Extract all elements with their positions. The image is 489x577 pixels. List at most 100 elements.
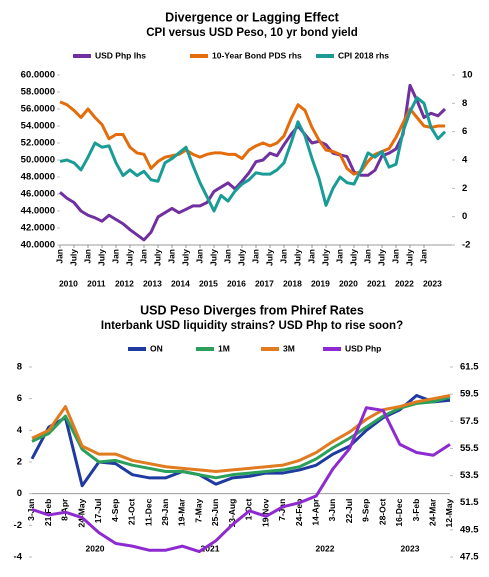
x-tick-label: Jan [166,249,176,264]
x-tick-label: July [124,249,134,266]
x-tick-label: 22-Jul [344,499,354,524]
y2-tick-label: 49.5 [460,524,479,535]
x-group-label: 2010 [59,278,78,288]
y-tick-label: 0 [17,488,22,499]
x-tick-label: July [348,249,358,266]
x-tick-label: Jan [138,249,148,264]
y-tick-label: 42.0000 [21,223,55,234]
x-tick-label: 3-Jan [26,499,36,521]
legend-label: 3M [283,343,295,353]
y-tick-label: 52.0000 [21,138,55,149]
x-tick-label: 29-Jan [160,499,170,526]
x-tick-label: July [236,249,246,266]
x-tick-label: Jan [418,249,428,264]
x-tick-label: 9-Sep [361,499,371,522]
x-group-label: 2019 [311,278,330,288]
x-tick-label: 24-Feb [294,499,304,526]
y-tick-label: 46.0000 [21,189,55,200]
legend-label: CPI 2018 rhs [338,50,389,60]
y2-tick-label: 53.5 [460,470,479,481]
x-tick-label: July [264,249,274,266]
legend-label: 1M [218,343,230,353]
x-tick-label: 3-Jun [327,499,337,522]
y2-tick-label: 55.5 [460,443,479,454]
x-group-label: 2021 [367,278,386,288]
x-tick-label: July [404,249,414,266]
x-group-label: 2020 [86,543,105,553]
x-tick-label: 1-Oct [244,499,254,521]
x-tick-label: 4-Sep [110,499,120,522]
x-tick-label: 24-Mar [428,498,438,526]
x-tick-label: 8-Apr [60,498,70,521]
x-tick-label: Jan [362,249,372,264]
series-line [31,406,451,554]
y-tick-label: 56.0000 [21,104,55,115]
x-tick-label: Jan [82,249,92,264]
x-group-label: 2013 [143,278,162,288]
x-tick-label: July [152,249,162,266]
series-line [59,83,447,242]
y2-tick-label: 2 [462,183,467,194]
chart-subtitle: Interbank USD liquidity strains? USD Php… [101,320,403,332]
series-line [59,96,447,213]
x-tick-label: Jan [278,249,288,264]
y-tick-label: 44.0000 [21,206,55,217]
y-tick-label: 2 [17,457,22,468]
x-tick-label: July [96,249,106,266]
x-group-label: 2022 [395,278,414,288]
x-group-label: 2017 [255,278,274,288]
x-tick-label: 7-Jan [277,499,287,521]
y-tick-label: -2 [14,520,22,531]
x-tick-label: 19-Nov [260,498,270,527]
y2-tick-label: 8 [462,98,467,109]
x-tick-label: Jan [54,249,64,264]
y2-tick-label: 0 [462,211,467,222]
x-tick-label: 7-May [193,498,203,522]
y2-tick-label: 10 [462,70,473,81]
x-group-label: 2014 [171,278,190,288]
legend-label: USD Php lhs [95,50,146,60]
legend-label: 10-Year Bond PDS rhs [212,50,302,60]
x-tick-label: 16-Dec [394,498,404,526]
x-tick-label: July [208,249,218,266]
x-tick-label: Jan [222,249,232,264]
y2-tick-label: 6 [462,126,467,137]
chart-title: USD Peso Diverges from Phiref Rates [140,303,364,317]
x-tick-label: 19-Mar [177,498,187,526]
chart-title: Divergence or Lagging Effect [165,10,339,24]
x-tick-label: 25-Jun [210,499,220,526]
y-tick-label: 54.0000 [21,121,55,132]
x-tick-label: Jan [110,249,120,264]
x-tick-label: Jan [334,249,344,264]
x-tick-label: 21-Feb [43,499,53,526]
x-group-label: 2023 [401,543,420,553]
x-group-label: 2015 [199,278,218,288]
x-group-label: 2021 [201,543,220,553]
x-tick-label: July [320,249,330,266]
y2-tick-label: 57.5 [460,416,479,427]
x-tick-label: Jan [250,249,260,264]
y-tick-label: 8 [17,362,22,373]
y-tick-label: -4 [14,552,23,563]
x-group-label: 2023 [423,278,442,288]
x-tick-label: Jan [194,249,204,264]
y-tick-label: 58.0000 [21,87,55,98]
x-tick-label: 21-Oct [127,499,137,526]
y-tick-label: 48.0000 [21,172,55,183]
x-group-label: 2020 [339,278,358,288]
y2-tick-label: 61.5 [460,362,479,373]
y-tick-label: 6 [17,393,22,404]
legend-label: USD Php [345,343,381,353]
x-group-label: 2016 [227,278,246,288]
y2-tick-label: 51.5 [460,497,479,508]
y2-tick-label: 4 [462,155,468,166]
y2-tick-label: 47.5 [460,552,479,563]
y-tick-label: 40.0000 [21,240,55,251]
x-tick-label: 14-Apr [310,498,320,526]
x-tick-label: Jan [306,249,316,264]
x-group-label: 2012 [115,278,134,288]
y2-tick-label: -2 [462,240,470,251]
chart-subtitle: CPI versus USD Peso, 10 yr bond yield [146,27,358,39]
x-group-label: 2018 [283,278,302,288]
